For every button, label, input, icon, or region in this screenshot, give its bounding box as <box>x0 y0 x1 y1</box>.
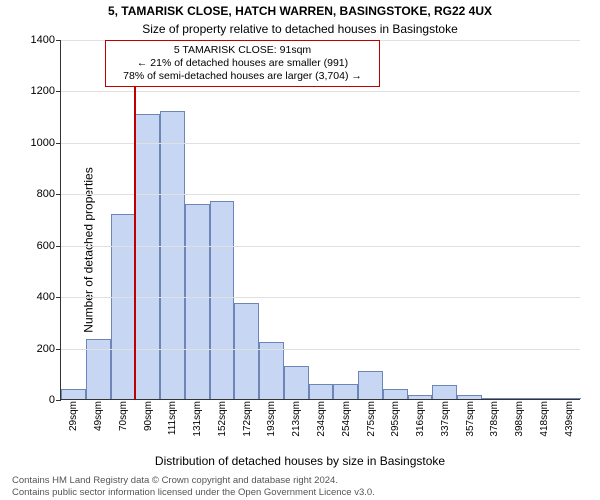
gridline <box>61 246 580 247</box>
annotation-line: 78% of semi-detached houses are larger (… <box>112 70 373 83</box>
bar <box>111 214 136 399</box>
xtick-label: 213sqm <box>291 401 302 437</box>
xtick-label: 234sqm <box>316 401 327 437</box>
ytick-mark <box>56 194 61 195</box>
chart-container: 5, TAMARISK CLOSE, HATCH WARREN, BASINGS… <box>0 0 600 500</box>
ytick-label: 1400 <box>31 34 55 46</box>
annotation-line: 5 TAMARISK CLOSE: 91sqm <box>112 44 373 57</box>
bar <box>482 398 507 399</box>
gridline <box>61 297 580 298</box>
ytick-mark <box>56 143 61 144</box>
ytick-mark <box>56 91 61 92</box>
ytick-label: 1000 <box>31 137 55 149</box>
annotation-line: ← 21% of detached houses are smaller (99… <box>112 57 373 70</box>
x-axis-label: Distribution of detached houses by size … <box>0 454 600 468</box>
gridline <box>61 349 580 350</box>
bar <box>210 201 235 399</box>
xtick-label: 131sqm <box>192 401 203 437</box>
footer-line-2: Contains public sector information licen… <box>12 487 375 498</box>
xtick-label: 111sqm <box>167 401 178 435</box>
xtick-label: 337sqm <box>440 401 451 437</box>
ytick-mark <box>56 246 61 247</box>
xtick-label: 357sqm <box>465 401 476 437</box>
xtick-label: 378sqm <box>489 401 500 437</box>
bar <box>309 384 334 399</box>
xtick-label: 275sqm <box>366 401 377 437</box>
chart-title: 5, TAMARISK CLOSE, HATCH WARREN, BASINGS… <box>0 4 600 18</box>
bar <box>507 398 532 399</box>
bar <box>556 398 581 399</box>
xtick-label: 193sqm <box>266 401 277 437</box>
ytick-mark <box>56 400 61 401</box>
ytick-label: 0 <box>49 394 55 406</box>
xtick-label: 70sqm <box>118 401 129 431</box>
gridline <box>61 91 580 92</box>
ytick-label: 800 <box>37 188 55 200</box>
xtick-label: 418sqm <box>539 401 550 437</box>
chart-subtitle: Size of property relative to detached ho… <box>0 22 600 36</box>
bar <box>259 342 284 399</box>
footer-line-1: Contains HM Land Registry data © Crown c… <box>12 475 338 486</box>
bar <box>333 384 358 399</box>
marker-line <box>134 40 136 399</box>
xtick-label: 254sqm <box>341 401 352 437</box>
ytick-label: 400 <box>37 291 55 303</box>
bar <box>457 395 482 399</box>
bar <box>358 371 383 399</box>
bar <box>185 204 210 399</box>
annotation-box: 5 TAMARISK CLOSE: 91sqm← 21% of detached… <box>105 40 380 87</box>
bar <box>61 389 86 399</box>
xtick-label: 398sqm <box>514 401 525 437</box>
bar <box>284 366 309 399</box>
ytick-label: 1200 <box>31 85 55 97</box>
ytick-label: 200 <box>37 343 55 355</box>
bar <box>383 389 408 399</box>
ytick-mark <box>56 40 61 41</box>
gridline <box>61 143 580 144</box>
xtick-label: 152sqm <box>217 401 228 437</box>
xtick-label: 439sqm <box>564 401 575 437</box>
plot-area: 020040060080010001200140029sqm49sqm70sqm… <box>60 40 580 400</box>
xtick-label: 49sqm <box>93 401 104 431</box>
bar <box>135 114 160 399</box>
bar <box>234 303 259 399</box>
ytick-mark <box>56 349 61 350</box>
ytick-mark <box>56 297 61 298</box>
ytick-label: 600 <box>37 240 55 252</box>
xtick-label: 316sqm <box>415 401 426 437</box>
xtick-label: 29sqm <box>68 401 79 431</box>
xtick-label: 90sqm <box>143 401 154 431</box>
bar <box>531 398 556 399</box>
bar <box>432 385 457 399</box>
xtick-label: 172sqm <box>242 401 253 437</box>
xtick-label: 295sqm <box>390 401 401 437</box>
bar <box>408 395 433 399</box>
bar <box>160 111 185 399</box>
bars-layer <box>61 40 580 399</box>
gridline <box>61 194 580 195</box>
